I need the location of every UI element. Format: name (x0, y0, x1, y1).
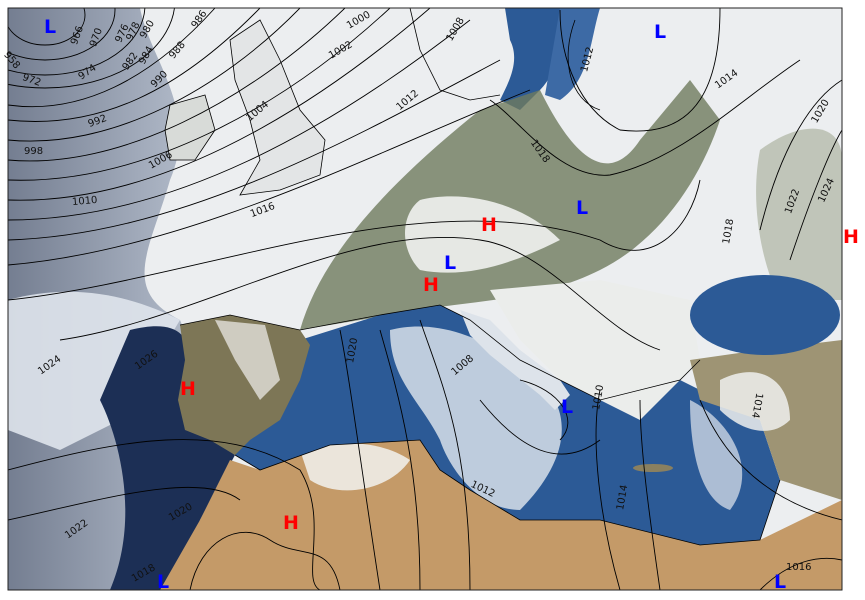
low-pressure-marker: L (560, 396, 574, 418)
isobar-label: 998 (24, 146, 44, 157)
high-pressure-marker: H (180, 378, 196, 400)
isobars (8, 8, 842, 590)
iberia-cloud (215, 320, 280, 400)
baltic-sea (500, 8, 570, 110)
high-pressure-marker: H (843, 226, 859, 248)
low-pressure-marker: L (443, 252, 457, 274)
eastern-europe-land (756, 128, 842, 300)
low-pressure-marker: L (43, 16, 57, 38)
high-pressure-marker: H (481, 214, 497, 236)
turkey-cloud (720, 372, 790, 431)
iberia-land (178, 315, 310, 455)
scandinavia-coast (409, 8, 601, 111)
low-pressure-marker: L (575, 197, 589, 219)
central-europe-land (300, 80, 720, 330)
low-pressure-marker: L (156, 571, 170, 593)
atlantic-ocean (100, 326, 235, 590)
crete (633, 464, 673, 472)
sahara-cloud (300, 443, 410, 491)
central-europe-snow (405, 196, 560, 273)
isobar-label: 1016 (786, 562, 812, 573)
black-sea (690, 275, 840, 355)
aegean-cloud (690, 400, 743, 510)
europe-coastline (179, 304, 781, 546)
italy-land (460, 310, 570, 410)
high-pressure-marker: H (423, 274, 439, 296)
map-frame (7, 7, 843, 591)
low-pressure-marker: L (773, 571, 787, 593)
isobar-label: 1010 (71, 194, 98, 209)
high-pressure-marker: H (283, 512, 299, 534)
baltic-sea-east (545, 8, 600, 100)
low-pressure-marker: L (653, 21, 667, 43)
balkans-land (490, 280, 700, 420)
